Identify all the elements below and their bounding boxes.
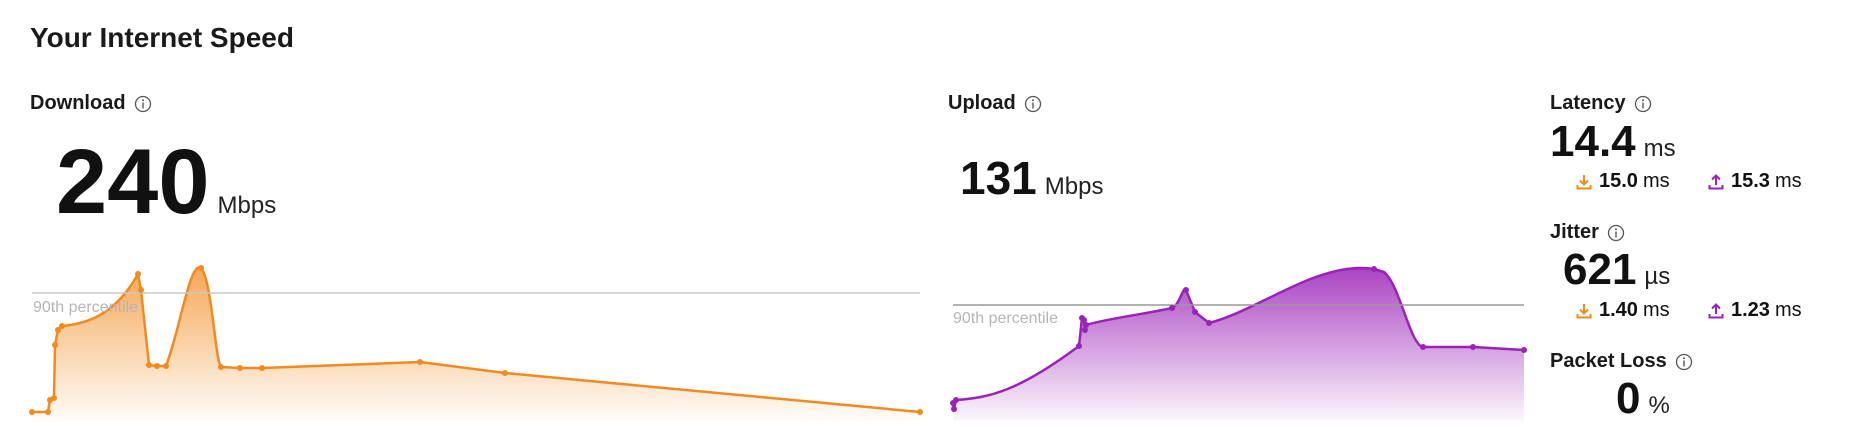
- download-unit: Mbps: [217, 192, 277, 219]
- latency-value-group: 14.4 ms: [1550, 120, 1676, 164]
- latency-download-value: 15.0: [1599, 170, 1638, 192]
- info-icon[interactable]: [1024, 95, 1042, 113]
- download-area: [32, 267, 920, 420]
- upload-area: [953, 267, 1524, 420]
- jitter-upload-value: 1.23: [1731, 299, 1770, 321]
- jitter-value-group: 621 µs: [1563, 248, 1670, 292]
- upload-line: [951, 266, 1525, 410]
- download-label: Download: [30, 92, 152, 115]
- jitter-label-text: Jitter: [1550, 221, 1599, 243]
- download-line: [32, 266, 921, 414]
- jitter-download-unit: ms: [1642, 299, 1670, 321]
- upload-percentile-label: 90th percentile: [953, 310, 1058, 327]
- packet-loss-unit: %: [1648, 392, 1670, 419]
- jitter-unit: µs: [1644, 263, 1671, 290]
- jitter-download: 1.40 ms: [1576, 299, 1670, 322]
- info-icon[interactable]: [1634, 95, 1652, 113]
- packet-loss-value: 0: [1616, 374, 1641, 423]
- latency-upload-unit: ms: [1774, 170, 1802, 192]
- packet-loss-label: Packet Loss: [1550, 350, 1693, 373]
- download-points: [29, 265, 923, 415]
- packet-loss-value-group: 0 %: [1616, 377, 1670, 421]
- upload-label-text: Upload: [948, 92, 1016, 114]
- latency-download-unit: ms: [1642, 170, 1670, 192]
- jitter-upload-unit: ms: [1774, 299, 1802, 321]
- latency-value: 14.4: [1550, 117, 1636, 166]
- jitter-upload: 1.23 ms: [1708, 299, 1802, 322]
- latency-upload-value: 15.3: [1731, 170, 1770, 192]
- info-icon[interactable]: [1607, 224, 1625, 242]
- latency-unit: ms: [1643, 135, 1676, 162]
- latency-label-text: Latency: [1550, 92, 1626, 114]
- upload-unit: Mbps: [1044, 173, 1104, 200]
- download-value: 240: [56, 131, 210, 233]
- download-icon: [1576, 174, 1592, 190]
- upload-chart: 90th percentile: [950, 266, 1527, 420]
- download-value-group: 240 Mbps: [56, 136, 276, 228]
- info-icon[interactable]: [1675, 353, 1693, 371]
- jitter-label: Jitter: [1550, 221, 1625, 244]
- download-label-text: Download: [30, 92, 126, 114]
- latency-download: 15.0 ms: [1576, 170, 1670, 193]
- upload-icon: [1708, 173, 1724, 190]
- upload-value: 131: [960, 152, 1037, 204]
- upload-value-group: 131 Mbps: [960, 155, 1103, 201]
- latency-upload: 15.3 ms: [1708, 170, 1802, 193]
- download-percentile-label: 90th percentile: [33, 299, 138, 316]
- upload-label: Upload: [948, 92, 1042, 115]
- packet-loss-label-text: Packet Loss: [1550, 350, 1667, 372]
- jitter-value: 621: [1563, 245, 1637, 294]
- jitter-download-value: 1.40: [1599, 299, 1638, 321]
- info-icon[interactable]: [134, 95, 152, 113]
- upload-icon: [1708, 302, 1724, 319]
- upload-points: [950, 266, 1527, 412]
- download-chart: 90th percentile: [29, 265, 923, 420]
- latency-label: Latency: [1550, 92, 1652, 115]
- download-icon: [1576, 303, 1592, 319]
- page-title: Your Internet Speed: [30, 22, 294, 53]
